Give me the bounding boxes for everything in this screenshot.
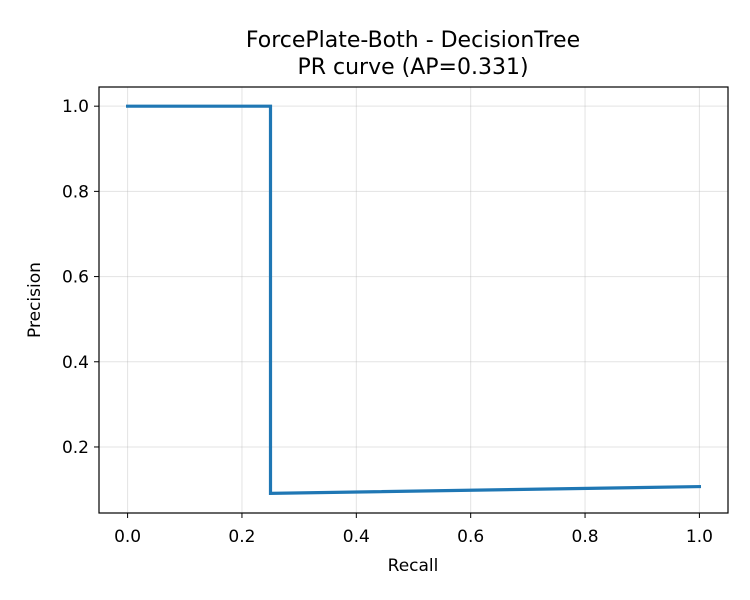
x-tick-label: 1.0 <box>686 527 713 547</box>
y-tick-label: 0.6 <box>62 268 89 288</box>
x-axis-ticks: 0.0 0.2 0.4 0.6 0.8 1.0 <box>114 513 713 547</box>
plot-frame <box>98 86 729 514</box>
x-tick-label: 0.8 <box>572 527 599 547</box>
y-axis-label: Precision <box>25 262 45 338</box>
y-tick-label: 1.0 <box>62 97 89 117</box>
chart-subtitle: PR curve (AP=0.331) <box>297 55 528 80</box>
y-tick-label: 0.2 <box>62 438 89 458</box>
x-tick-label: 0.4 <box>343 527 370 547</box>
x-tick-label: 0.0 <box>114 527 141 547</box>
chart-title: ForcePlate-Both - DecisionTree <box>246 28 580 53</box>
y-tick-label: 0.4 <box>62 353 89 373</box>
x-tick-label: 0.2 <box>228 527 255 547</box>
x-tick-label: 0.6 <box>457 527 484 547</box>
y-tick-label: 0.8 <box>62 182 89 202</box>
y-axis-ticks: 0.2 0.4 0.6 0.8 1.0 <box>62 97 99 458</box>
pr-curve-line <box>125 104 702 496</box>
x-axis-label: Recall <box>388 556 439 576</box>
series-layer <box>125 104 702 496</box>
